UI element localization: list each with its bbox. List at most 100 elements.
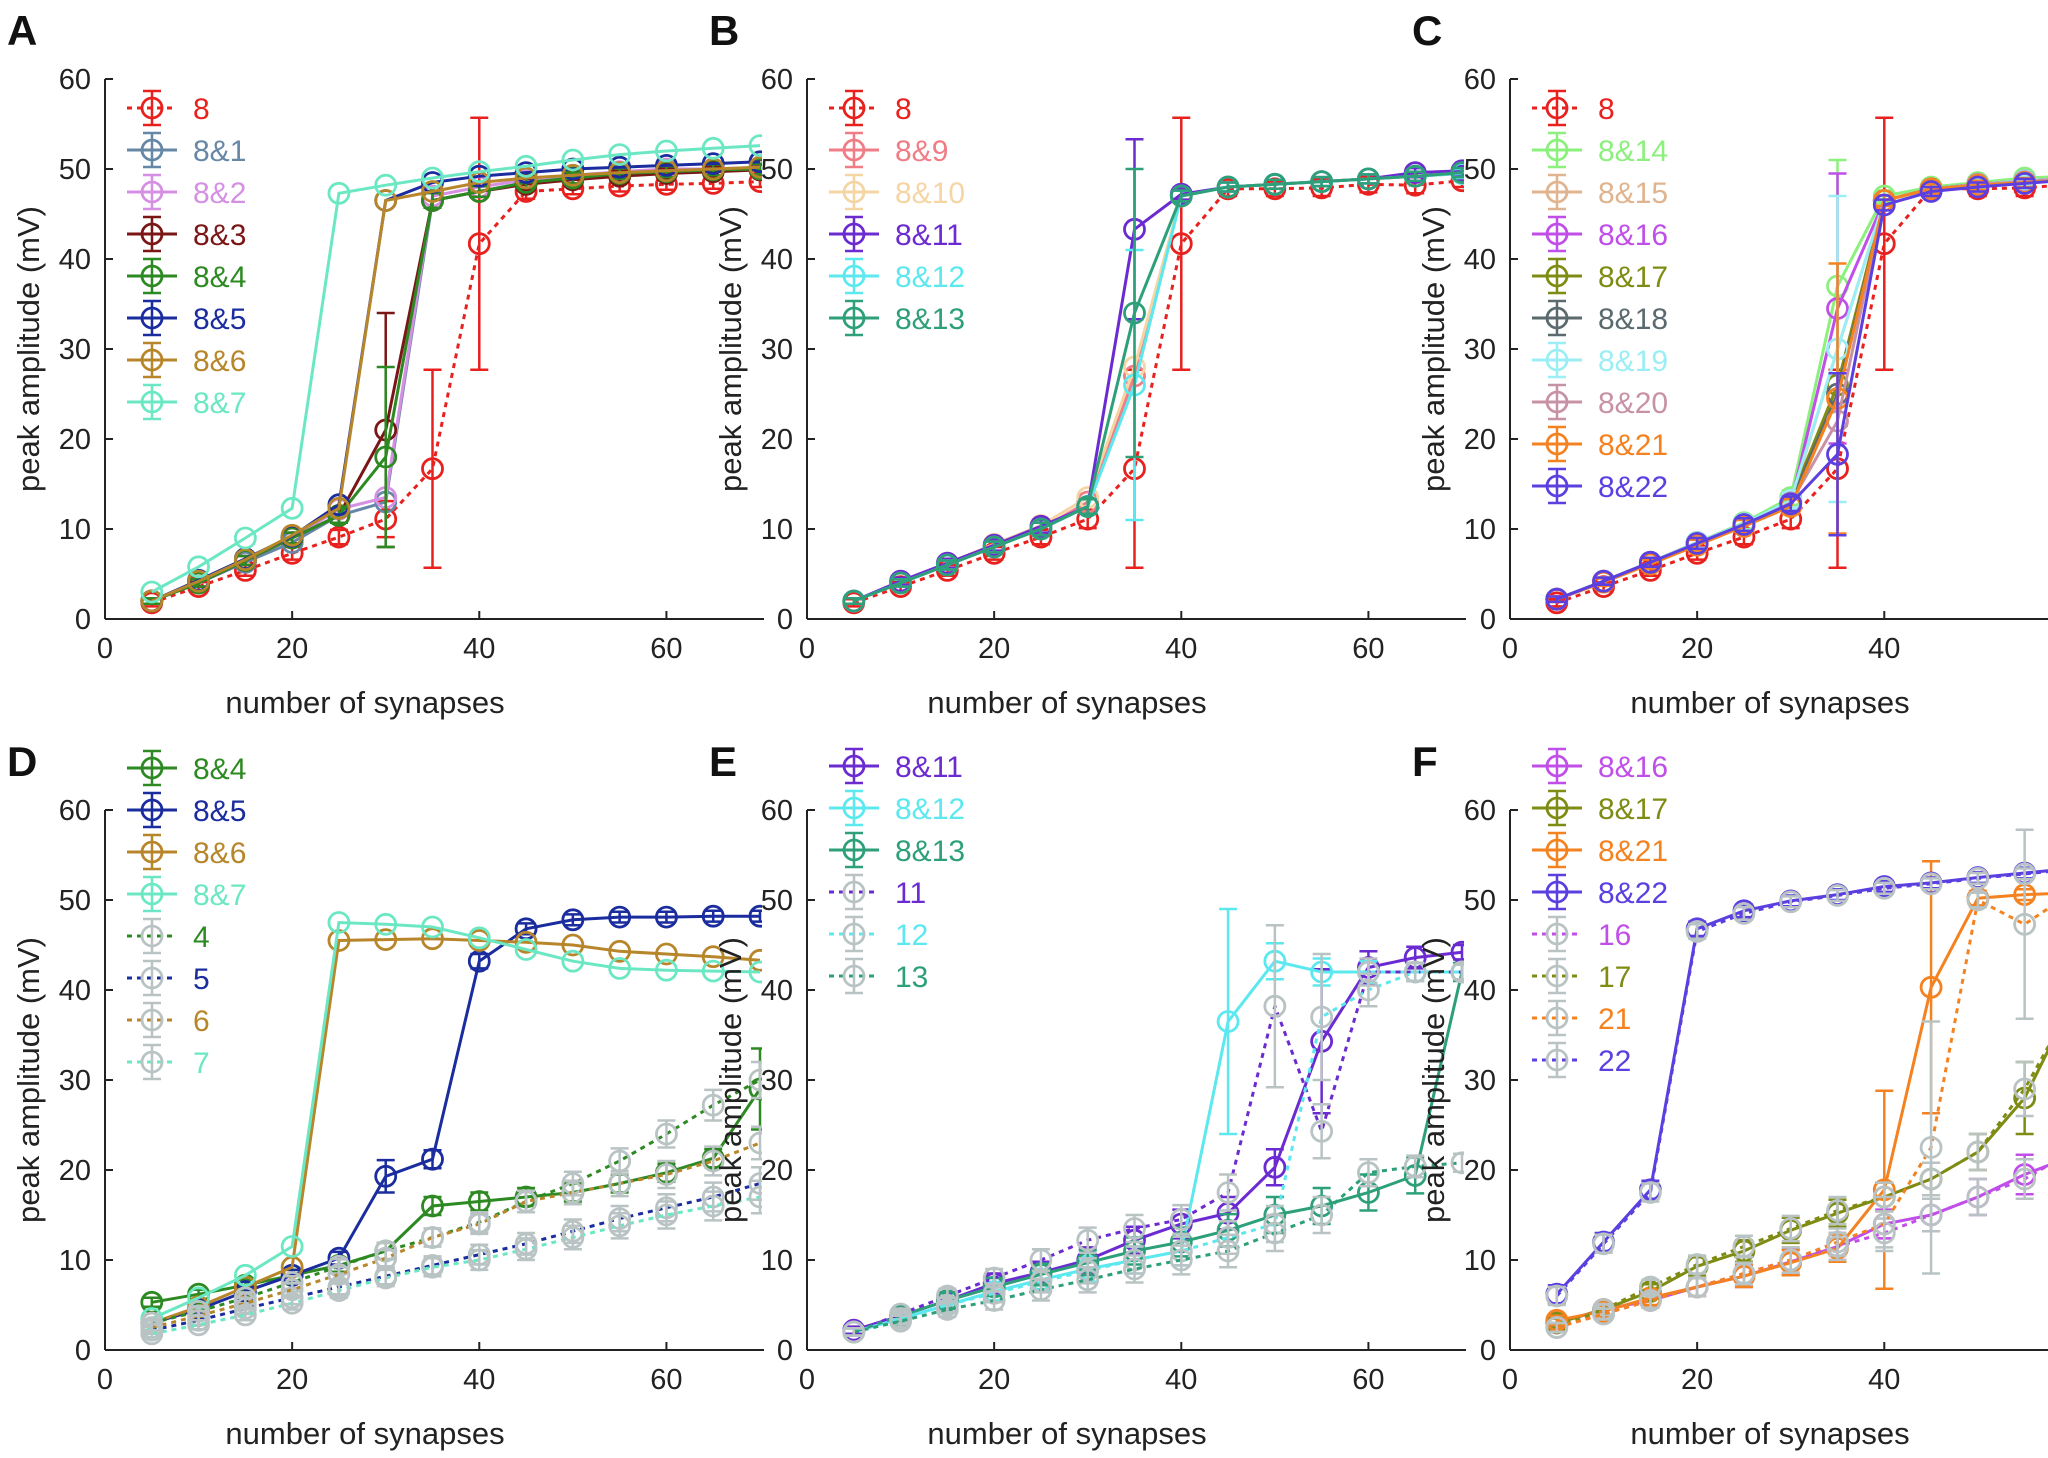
data-point: [1263, 172, 1287, 196]
data-point: [421, 1147, 444, 1171]
legend-label: 8&16: [1598, 751, 1668, 784]
legend-label: 8&21: [1598, 429, 1668, 462]
y-axis-label: peak amplitude (mV): [1416, 937, 1451, 1223]
legend-marker: [1545, 348, 1569, 372]
y-tick-label: 40: [59, 244, 91, 276]
legend-label: 8&7: [193, 387, 246, 420]
legend-marker: [1545, 964, 1569, 988]
data-point: [1732, 902, 1756, 925]
data-point: [1685, 1253, 1709, 1276]
legend-marker: [842, 180, 866, 204]
series-8-and-7: [140, 911, 762, 1330]
legend-marker: [140, 798, 164, 822]
data-point: [1826, 442, 1849, 466]
data-point: [655, 942, 678, 966]
data-point: [514, 930, 538, 954]
y-tick-label: 60: [59, 795, 91, 827]
data-point: [608, 957, 632, 980]
data-point: [1029, 517, 1053, 541]
x-tick-label: 20: [276, 633, 308, 665]
data-point: [982, 1289, 1006, 1312]
data-point: [1545, 1284, 1569, 1308]
series-line: [1556, 179, 2048, 601]
y-tick-label: 10: [59, 514, 91, 546]
x-tick-label: 0: [97, 633, 113, 665]
data-point: [233, 548, 257, 571]
data-point: [655, 1203, 678, 1227]
data-point: [1403, 960, 1427, 984]
panel-letter: D: [7, 738, 37, 785]
series-line: [853, 970, 1462, 1334]
legend-label: 21: [1598, 1003, 1631, 1036]
legend-marker: [842, 306, 866, 330]
legend-label: 8&2: [193, 177, 246, 210]
data-point: [1263, 1221, 1287, 1245]
data-point: [233, 1263, 257, 1287]
legend-marker: [842, 922, 866, 946]
y-tick-label: 40: [1464, 244, 1496, 276]
data-point: [1169, 232, 1193, 256]
data-point: [1310, 1203, 1334, 1227]
data-point: [2013, 1167, 2037, 1191]
legend-marker: [1545, 838, 1569, 862]
data-point: [935, 553, 959, 577]
data-point: [1216, 1181, 1240, 1204]
series-22: [1545, 862, 2048, 1308]
data-point: [421, 1194, 444, 1218]
legend-label: 8&13: [895, 303, 965, 336]
legend-marker: [842, 264, 866, 288]
legend-label: 8&14: [1598, 135, 1668, 168]
data-point: [514, 166, 538, 190]
data-point: [1919, 872, 1943, 896]
series-8-and-11: [842, 138, 1464, 613]
legend-marker: [140, 138, 164, 162]
data-point: [561, 1226, 585, 1249]
legend: 8&16 8&17 8&21 8&22 16 17 21 22: [1532, 747, 1668, 1079]
data-point: [1450, 161, 1464, 184]
legend-marker: [1545, 180, 1569, 204]
y-tick-label: 30: [1464, 334, 1496, 366]
y-tick-label: 20: [761, 1155, 793, 1187]
legend: 8 8&1 8&2 8&3 8&4 8&5 8&6 8&7: [127, 89, 246, 421]
legend-marker: [140, 756, 164, 780]
y-axis-label: peak amplitude (mV): [713, 937, 748, 1223]
legend-marker: [1545, 390, 1569, 414]
plot-area: [842, 907, 1464, 1344]
x-tick-label: 0: [97, 1364, 113, 1396]
y-tick-label: 60: [761, 795, 793, 827]
data-point: [1592, 569, 1615, 593]
data-point: [140, 580, 164, 604]
data-point: [1263, 1155, 1287, 1179]
legend-label: 8&20: [1598, 387, 1668, 420]
data-point: [233, 1303, 257, 1327]
data-point: [1966, 888, 1990, 912]
series-line: [151, 1141, 761, 1329]
data-point: [187, 569, 210, 593]
y-axis-label: peak amplitude (mV): [1416, 206, 1451, 492]
legend-label: 8&4: [193, 261, 246, 294]
legend-label: 8: [1598, 93, 1615, 126]
y-tick-label: 30: [761, 1065, 793, 1097]
legend-label: 8&18: [1598, 303, 1668, 336]
y-tick-label: 0: [1480, 1335, 1496, 1367]
legend-marker: [1545, 474, 1569, 498]
data-point: [561, 163, 585, 187]
data-point: [467, 1248, 491, 1272]
panel-letter: B: [709, 7, 739, 54]
y-tick-label: 10: [1464, 1245, 1496, 1277]
legend-marker: [140, 882, 164, 906]
legend-marker: [140, 924, 164, 948]
series-line: [1556, 1163, 2048, 1329]
data-point: [561, 949, 585, 973]
y-tick-label: 10: [761, 514, 793, 546]
legend-marker: [842, 222, 866, 246]
y-tick-label: 20: [1464, 424, 1496, 456]
data-point: [701, 1194, 725, 1218]
legend-marker: [842, 964, 866, 988]
series-line: [151, 180, 761, 605]
data-point: [514, 1190, 538, 1213]
data-point: [421, 927, 444, 951]
data-point: [374, 173, 398, 197]
y-tick-label: 50: [59, 154, 91, 186]
